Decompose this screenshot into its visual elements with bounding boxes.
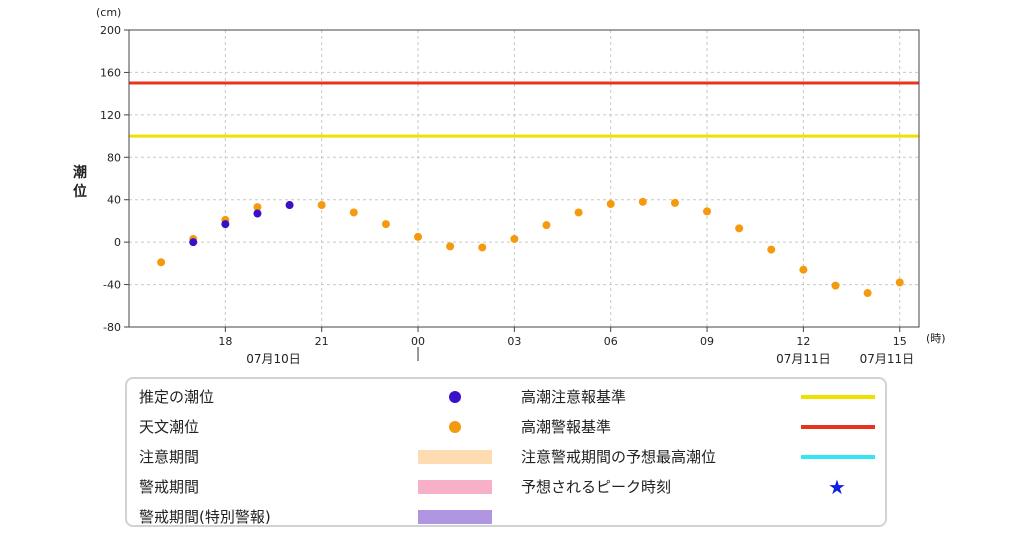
threshold-lines (129, 81, 919, 138)
y-tick-label: 120 (100, 109, 121, 122)
y-tick-label: 40 (107, 194, 121, 207)
y-axis-title-char-2: 位 (73, 183, 87, 200)
astronomical-tide-point (606, 199, 615, 208)
date-label: 07月11日 (860, 352, 915, 366)
y-axis-title-char-1: 潮 (73, 164, 87, 181)
astronomical-tide-point (510, 234, 519, 243)
x-tick-label: 00 (411, 335, 425, 348)
legend-label: 天文潮位 (139, 418, 200, 436)
y-tick-label: -40 (103, 279, 121, 292)
y-axis-title: 潮 位 (73, 164, 87, 200)
date-label: 07月10日 (246, 352, 301, 366)
data-points (157, 197, 904, 298)
x-tick-label: 21 (315, 335, 329, 348)
astronomical-tide-point (542, 221, 551, 230)
astronomical-tide-point (349, 208, 358, 217)
astronomical-tide-point (863, 289, 872, 298)
astronomical-tide-point (895, 278, 904, 287)
astronomical-tide-point (767, 245, 776, 254)
date-label: 07月11日 (776, 352, 831, 366)
y-axis: -80 -40 0 40 80 120 160 200 (100, 24, 129, 334)
y-tick-label: 0 (114, 236, 121, 249)
legend-label: 注意期間 (139, 448, 200, 466)
x-tick-label: 09 (700, 335, 714, 348)
estimated-tide-point (253, 209, 262, 218)
legend-label: 警戒期間 (139, 478, 200, 496)
astronomical-tide-point (703, 207, 712, 216)
astronomical-tide-point (799, 265, 808, 274)
plot-frame (128, 29, 920, 328)
astronomical-tide-point (381, 220, 390, 229)
y-tick-label: 160 (100, 66, 121, 79)
y-tick-label: 80 (107, 151, 121, 164)
astronomical-tide-point (735, 224, 744, 233)
estimated-tide-point (221, 220, 230, 229)
legend-label: 高潮警報基準 (521, 418, 612, 436)
astronomical-tide-point (670, 198, 679, 207)
astronomical-tide-point (446, 242, 455, 251)
legend-dot-icon (449, 421, 461, 433)
legend-line-icon (801, 455, 875, 459)
astronomical-tide-point (574, 208, 583, 217)
x-axis: 18 21 00 03 06 09 12 15 07月10日 07月11日 07月11日 (218, 327, 914, 366)
y-unit-label: (cm) (96, 6, 121, 19)
legend-label: 推定の潮位 (139, 388, 215, 406)
x-unit-label: (時) (926, 332, 946, 345)
legend-label: 注意警戒期間の予想最高潮位 (521, 448, 717, 466)
x-tick-label: 06 (604, 335, 618, 348)
legend-swatch-icon (418, 510, 492, 524)
astronomical-tide-point (831, 281, 840, 290)
astronomical-tide-point (478, 243, 487, 252)
y-tick-label: 200 (100, 24, 121, 37)
star-icon: ★ (828, 475, 846, 499)
x-tick-label: 12 (796, 335, 810, 348)
x-tick-label: 03 (507, 335, 521, 348)
astronomical-tide-point (253, 203, 262, 212)
legend-line-icon (801, 425, 875, 429)
legend-line-icon (801, 395, 875, 399)
astronomical-tide-point (317, 201, 326, 210)
x-tick-label: 18 (218, 335, 232, 348)
legend-swatch-icon (418, 480, 492, 494)
legend-box: 推定の潮位天文潮位注意期間警戒期間警戒期間(特別警報) 高潮注意報基準 高潮警報基… (125, 377, 887, 527)
legend-label: 予想されるピーク時刻 (521, 478, 672, 496)
legend-swatch-icon (418, 450, 492, 464)
estimated-tide-point (189, 238, 198, 247)
legend-dot-icon (449, 391, 461, 403)
legend-label: 高潮注意報基準 (521, 388, 627, 406)
legend-label: 警戒期間(特別警報) (139, 508, 271, 526)
astronomical-tide-point (414, 232, 423, 241)
astronomical-tide-point (638, 197, 647, 206)
tide-chart: -80 -40 0 40 80 120 160 200 18 21 00 03 06 09 12 15 07月… (73, 6, 946, 366)
x-tick-label: 15 (893, 335, 907, 348)
estimated-tide-point (285, 201, 294, 210)
y-tick-label: -80 (103, 321, 121, 334)
grid (129, 30, 919, 327)
astronomical-tide-point (157, 258, 166, 267)
